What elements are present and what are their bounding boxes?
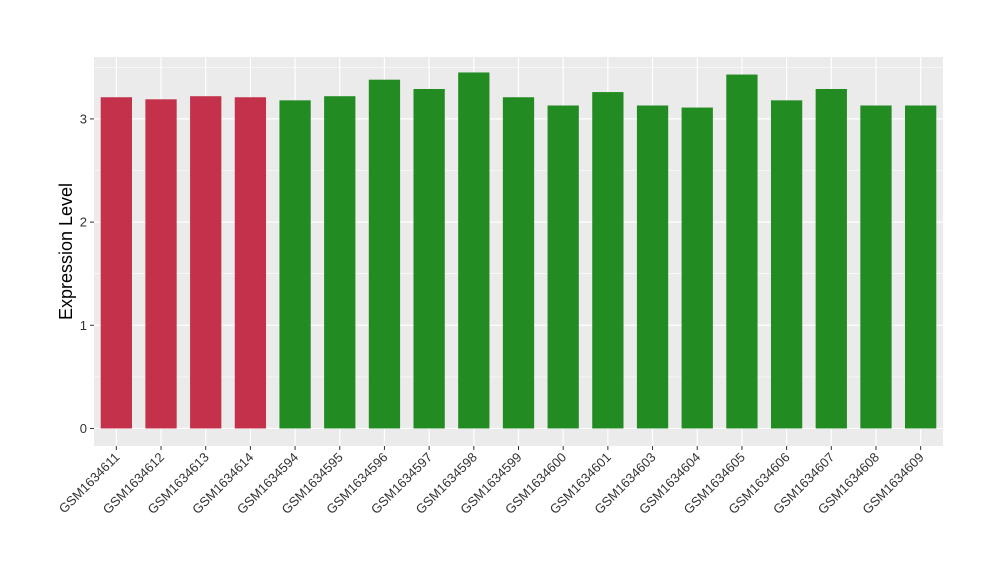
- bar-GSM1634607: [815, 88, 847, 429]
- y-tick-label: 2: [80, 215, 87, 230]
- bar-GSM1634601: [592, 92, 624, 429]
- bar-GSM1634605: [726, 74, 758, 429]
- bar-GSM1634603: [636, 105, 669, 429]
- bar-GSM1634594: [279, 100, 311, 429]
- bar-GSM1634606: [770, 100, 803, 429]
- y-axis: 0 1 2 3: [80, 111, 94, 436]
- bar-GSM1634608: [860, 105, 892, 429]
- bar-GSM1634599: [502, 97, 535, 429]
- bar-GSM1634596: [368, 79, 401, 429]
- bar-GSM1634609: [905, 105, 937, 429]
- bar-GSM1634597: [413, 88, 445, 429]
- bar-GSM1634604: [681, 107, 713, 429]
- bar-GSM1634612: [145, 99, 177, 429]
- y-tick-label: 0: [80, 421, 87, 436]
- x-axis: GSM1634611GSM1634612GSM1634613GSM1634614…: [56, 446, 927, 517]
- bar-GSM1634598: [458, 72, 490, 429]
- y-tick-label: 3: [80, 111, 87, 126]
- bar-GSM1634600: [547, 105, 579, 429]
- bar-GSM1634613: [190, 96, 222, 429]
- bars: [100, 72, 937, 429]
- bar-GSM1634614: [234, 97, 267, 429]
- bar-GSM1634611: [100, 97, 132, 429]
- y-axis-title: Expression Level: [56, 183, 76, 320]
- y-tick-label: 1: [80, 318, 87, 333]
- bar-GSM1634595: [324, 96, 356, 429]
